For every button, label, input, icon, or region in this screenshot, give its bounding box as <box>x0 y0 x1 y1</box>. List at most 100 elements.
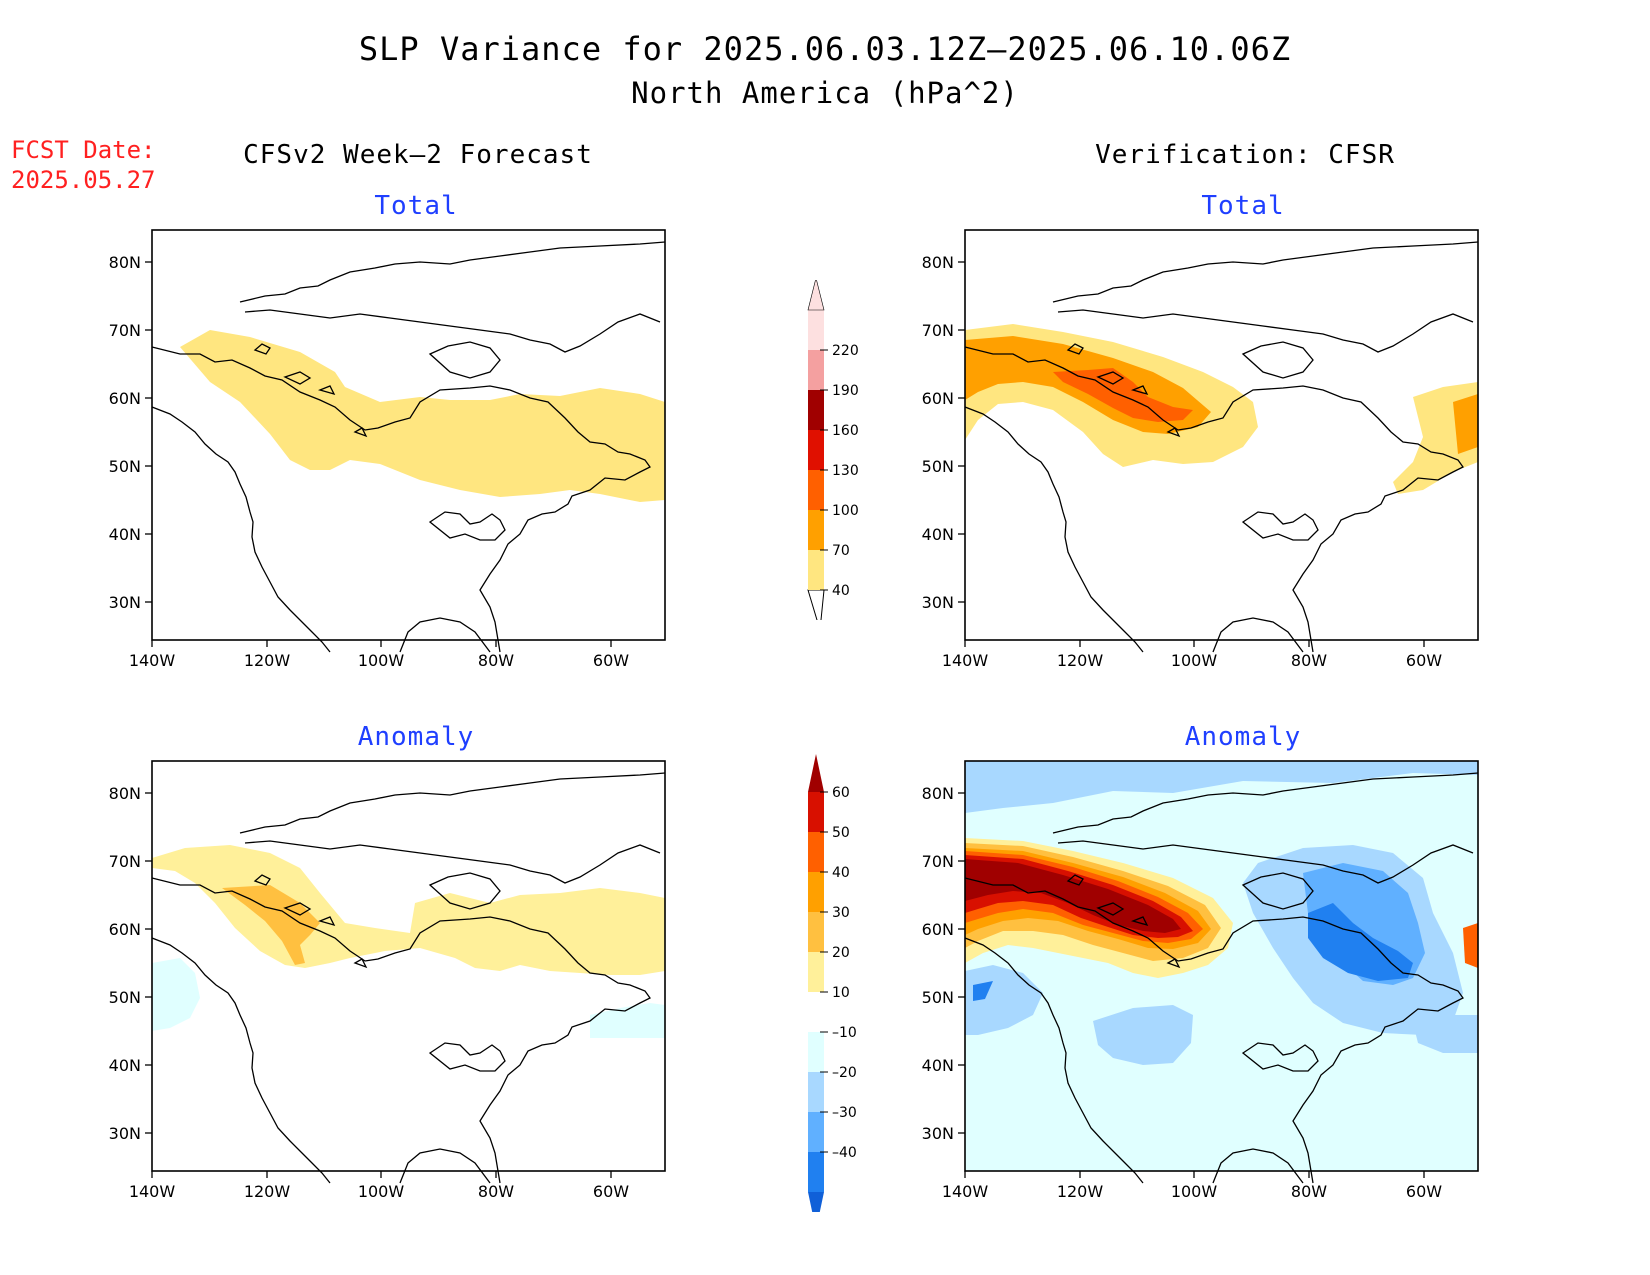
lat-tick-label: 70N <box>922 321 954 340</box>
lat-tick-label: 50N <box>109 988 141 1007</box>
verification-total-east-shading-70-100 <box>1453 394 1478 454</box>
lat-tick-label: 30N <box>922 1124 954 1143</box>
lon-tick-label: 60W <box>593 651 629 670</box>
colorbar-label: 220 <box>832 343 859 359</box>
east-coastline <box>151 346 651 653</box>
fcst-date-label: FCST Date: <box>11 136 156 164</box>
lat-tick-label: 50N <box>922 988 954 1007</box>
verification-anomaly-title: Anomaly <box>1184 722 1302 752</box>
colorbar-box <box>808 912 824 952</box>
lon-tick-label: 100W <box>358 1182 405 1201</box>
inland-lakes <box>1066 874 1181 969</box>
colorbar-box <box>808 550 824 590</box>
chart-title: SLP Variance for 2025.06.03.12Z–2025.06.… <box>358 30 1292 68</box>
hudson-region <box>1057 840 1474 884</box>
west-coastline <box>151 937 331 1184</box>
arctic-islands <box>1052 241 1479 303</box>
lat-tick-label: 70N <box>109 852 141 871</box>
verification-total-title: Total <box>1201 191 1285 221</box>
lon-tick-label: 60W <box>1406 651 1442 670</box>
verification-total-map: 140W 120W 100W 80W 60W 80N 70N 60N 50N 40N 30N <box>922 229 1479 670</box>
hudson-region <box>1057 309 1474 353</box>
map-frame <box>151 760 666 1172</box>
lat-tick-label: 40N <box>922 1056 954 1075</box>
colorbar-label: 60 <box>832 785 850 801</box>
lat-tick-label: 50N <box>109 457 141 476</box>
forecast-anomaly-east-shading-neg <box>590 1003 665 1038</box>
lon-tick-label: 140W <box>129 651 176 670</box>
colorbar-box <box>808 430 824 470</box>
lat-tick-label: 60N <box>922 920 954 939</box>
inland-lakes <box>1066 343 1181 438</box>
colorbar-label: 40 <box>832 583 850 599</box>
inland-lakes <box>253 343 368 438</box>
colorbar-label: 40 <box>832 865 850 881</box>
colorbar-box <box>808 390 824 430</box>
east-coastline <box>964 346 1464 653</box>
colorbar-upper-triangle <box>807 280 825 311</box>
gulf-coastline <box>399 617 491 653</box>
lat-tick-label: 80N <box>109 253 141 272</box>
lon-tick-label: 120W <box>244 1182 291 1201</box>
colorbar-box <box>808 510 824 550</box>
colorbar-box <box>808 1112 824 1152</box>
west-coastline <box>964 406 1144 653</box>
lon-tick-label: 100W <box>358 651 405 670</box>
forecast-anomaly-shading-10-20 <box>152 845 665 975</box>
lat-tick-label: 40N <box>109 1056 141 1075</box>
colorbar-label: 20 <box>832 945 850 961</box>
lon-tick-label: 100W <box>1171 651 1218 670</box>
lon-tick-label: 140W <box>129 1182 176 1201</box>
colorbar-label: 50 <box>832 825 850 841</box>
fcst-date-value: 2025.05.27 <box>11 166 156 194</box>
lat-tick-label: 70N <box>922 852 954 871</box>
lon-tick-label: 60W <box>1406 1182 1442 1201</box>
anomaly-colorbar: 60 50 40 30 20 10 –10 –20 –30 –40 <box>808 754 857 1212</box>
forecast-anomaly-west-shading-neg <box>152 958 200 1031</box>
colorbar-label: 160 <box>832 423 859 439</box>
verification-anomaly-map: 140W 120W 100W 80W 60W 80N 70N 60N 50N 40N 30N <box>922 760 1479 1201</box>
verification-anomaly-west-shading <box>965 965 1043 1035</box>
total-colorbar: 40 70 100 130 160 190 220 <box>807 280 859 620</box>
colorbar-label: 30 <box>832 905 850 921</box>
lon-tick-label: 80W <box>1291 1182 1327 1201</box>
forecast-total-map: 140W 120W 100W 80W 60W 80N 70N 60N 50N 40N 30N <box>109 229 666 670</box>
verification-anomaly-central-shading <box>1093 1005 1193 1065</box>
arctic-islands <box>1052 772 1479 834</box>
colorbar-box <box>808 1032 824 1072</box>
forecast-total-title: Total <box>374 191 458 221</box>
forecast-total-shading-40-70 <box>180 330 665 502</box>
lat-tick-label: 80N <box>922 784 954 803</box>
colorbar-label: –20 <box>832 1065 857 1081</box>
forecast-anomaly-map: 140W 120W 100W 80W 60W 80N 70N 60N 50N 40N 30N <box>109 760 666 1201</box>
verification-anomaly-shading-60-plus <box>965 859 1181 933</box>
chart-subtitle: North America (hPa^2) <box>631 76 1019 110</box>
lat-tick-label: 70N <box>109 321 141 340</box>
lon-tick-label: 120W <box>1057 1182 1104 1201</box>
lon-tick-label: 120W <box>1057 651 1104 670</box>
hudson-bay <box>1241 341 1314 379</box>
lat-tick-label: 80N <box>109 784 141 803</box>
colorbar-box <box>808 872 824 912</box>
colorbar-label: 130 <box>832 463 859 479</box>
map-frame <box>151 229 666 641</box>
forecast-column-title: CFSv2 Week–2 Forecast <box>243 140 593 170</box>
lat-tick-label: 60N <box>922 389 954 408</box>
hudson-region <box>244 840 661 884</box>
verification-anomaly-east-core <box>1308 903 1413 981</box>
colorbar-box <box>808 1072 824 1112</box>
west-coastline <box>151 406 331 653</box>
lon-tick-label: 120W <box>244 651 291 670</box>
colorbar-box <box>808 1152 824 1192</box>
colorbar-box <box>808 992 824 1032</box>
hudson-bay <box>1241 872 1314 910</box>
hudson-bay <box>428 341 501 379</box>
east-coastline <box>151 877 651 1184</box>
verification-column-title: Verification: CFSR <box>1095 140 1395 170</box>
gulf-coastline <box>1212 617 1304 653</box>
colorbar-label: 100 <box>832 503 859 519</box>
colorbar-label: –40 <box>832 1145 857 1161</box>
lon-tick-label: 100W <box>1171 1182 1218 1201</box>
colorbar-label: 10 <box>832 985 850 1001</box>
verification-anomaly-west-core <box>973 981 993 1001</box>
